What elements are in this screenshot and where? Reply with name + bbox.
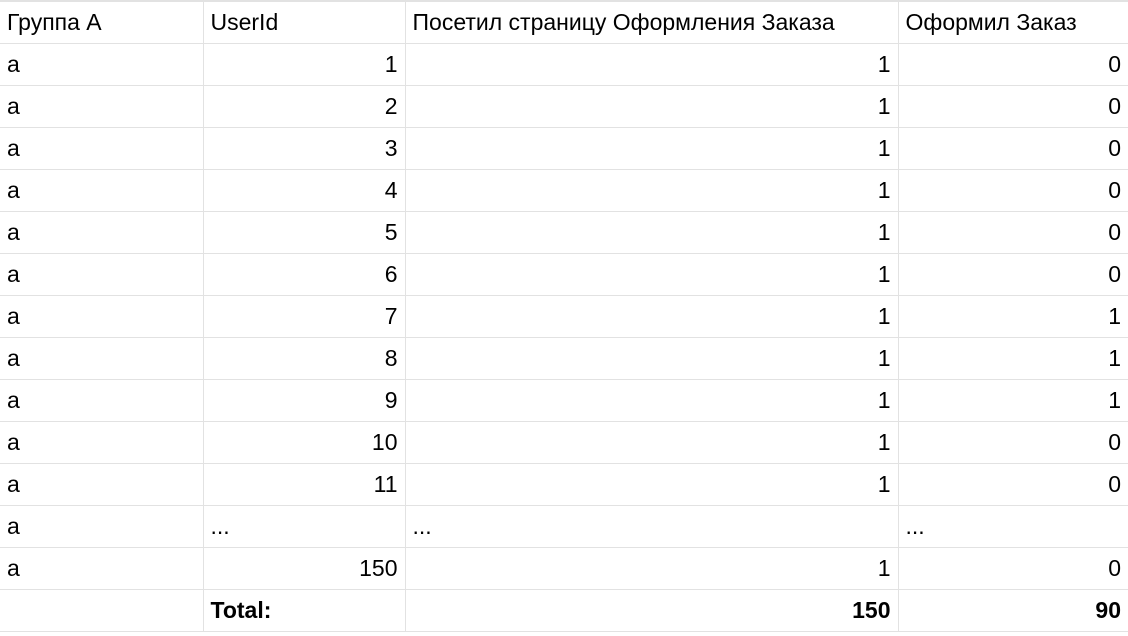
table-row: a 7 1 1 [0, 295, 1128, 338]
ordered-cell[interactable]: 0 [897, 127, 1128, 170]
table-row: a 6 1 0 [0, 253, 1128, 296]
ordered-cell[interactable]: 0 [897, 169, 1128, 212]
visited-cell[interactable]: 1 [404, 421, 899, 464]
userid-cell[interactable]: 10 [202, 421, 406, 464]
userid-cell[interactable]: 8 [202, 337, 406, 380]
visited-total-cell[interactable]: 150 [404, 589, 899, 632]
visited-cell[interactable]: 1 [404, 379, 899, 422]
ordered-cell[interactable]: 1 [897, 337, 1128, 380]
visited-cell[interactable]: 1 [404, 253, 899, 296]
userid-cell[interactable]: 7 [202, 295, 406, 338]
visited-ellipsis-cell[interactable]: ... [404, 505, 899, 548]
empty-cell[interactable] [0, 589, 204, 632]
table-row: a 8 1 1 [0, 337, 1128, 380]
ordered-ellipsis-cell[interactable]: ... [897, 505, 1128, 548]
userid-cell[interactable]: 1 [202, 43, 406, 86]
userid-ellipsis-cell[interactable]: ... [202, 505, 406, 548]
visited-cell[interactable]: 1 [404, 85, 899, 128]
ordered-cell[interactable]: 0 [897, 421, 1128, 464]
table-row: a 11 1 0 [0, 463, 1128, 506]
group-cell[interactable]: a [0, 43, 204, 86]
ordered-cell[interactable]: 0 [897, 211, 1128, 254]
userid-cell[interactable]: 11 [202, 463, 406, 506]
ellipsis-row: a ... ... ... [0, 505, 1128, 548]
total-row: Total: 150 90 [0, 589, 1128, 632]
userid-cell[interactable]: 5 [202, 211, 406, 254]
visited-cell[interactable]: 1 [404, 211, 899, 254]
total-label-cell[interactable]: Total: [202, 589, 406, 632]
header-row: Группа A UserId Посетил страницу Оформле… [0, 0, 1128, 44]
userid-cell[interactable]: 150 [202, 547, 406, 590]
table-row: a 3 1 0 [0, 127, 1128, 170]
group-cell[interactable]: a [0, 463, 204, 506]
visited-cell[interactable]: 1 [404, 463, 899, 506]
group-cell[interactable]: a [0, 85, 204, 128]
header-ordered-cell[interactable]: Оформил Заказ [897, 0, 1128, 44]
header-userid-cell[interactable]: UserId [202, 0, 406, 44]
group-cell[interactable]: a [0, 421, 204, 464]
visited-cell[interactable]: 1 [404, 127, 899, 170]
table-row: a 4 1 0 [0, 169, 1128, 212]
userid-cell[interactable]: 2 [202, 85, 406, 128]
ordered-cell[interactable]: 1 [897, 379, 1128, 422]
table-row: a 150 1 0 [0, 547, 1128, 590]
userid-cell[interactable]: 6 [202, 253, 406, 296]
visited-cell[interactable]: 1 [404, 169, 899, 212]
userid-cell[interactable]: 9 [202, 379, 406, 422]
header-group-cell[interactable]: Группа A [0, 0, 204, 44]
table-row: a 1 1 0 [0, 43, 1128, 86]
visited-cell[interactable]: 1 [404, 295, 899, 338]
table-row: a 10 1 0 [0, 421, 1128, 464]
userid-cell[interactable]: 3 [202, 127, 406, 170]
ordered-cell[interactable]: 0 [897, 253, 1128, 296]
group-cell[interactable]: a [0, 547, 204, 590]
ordered-cell[interactable]: 0 [897, 547, 1128, 590]
visited-cell[interactable]: 1 [404, 337, 899, 380]
group-cell[interactable]: a [0, 379, 204, 422]
group-cell[interactable]: a [0, 337, 204, 380]
ordered-cell[interactable]: 1 [897, 295, 1128, 338]
group-cell[interactable]: a [0, 295, 204, 338]
ordered-cell[interactable]: 0 [897, 463, 1128, 506]
userid-cell[interactable]: 4 [202, 169, 406, 212]
ordered-cell[interactable]: 0 [897, 43, 1128, 86]
ordered-total-cell[interactable]: 90 [897, 589, 1128, 632]
group-cell[interactable]: a [0, 505, 204, 548]
ordered-cell[interactable]: 0 [897, 85, 1128, 128]
table-row: a 9 1 1 [0, 379, 1128, 422]
group-cell[interactable]: a [0, 127, 204, 170]
group-cell[interactable]: a [0, 169, 204, 212]
visited-cell[interactable]: 1 [404, 547, 899, 590]
table-row: a 2 1 0 [0, 85, 1128, 128]
group-cell[interactable]: a [0, 253, 204, 296]
table-row: a 5 1 0 [0, 211, 1128, 254]
group-cell[interactable]: a [0, 211, 204, 254]
visited-cell[interactable]: 1 [404, 43, 899, 86]
header-visited-checkout-cell[interactable]: Посетил страницу Оформления Заказа [404, 0, 899, 44]
